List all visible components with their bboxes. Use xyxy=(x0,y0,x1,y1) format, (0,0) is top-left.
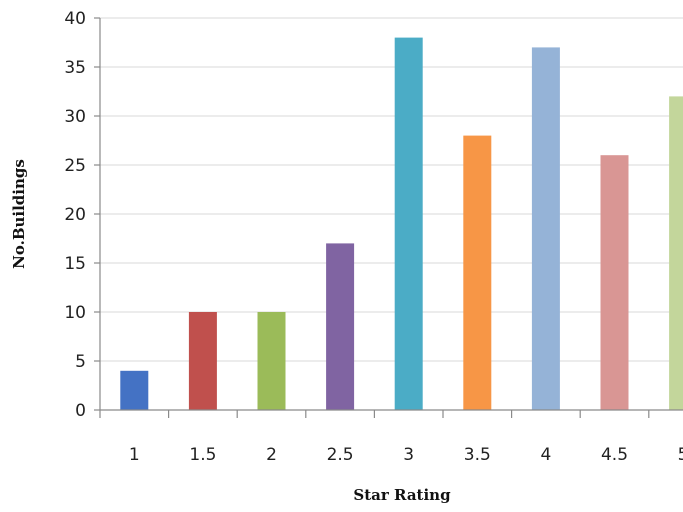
bars xyxy=(120,37,683,411)
bar-3 xyxy=(394,37,423,410)
x-tick-label: 5 xyxy=(678,445,683,465)
axes xyxy=(99,18,683,418)
x-tick-labels: 1 1.5 2 2.5 3 3.5 4 4.5 5 xyxy=(129,445,683,465)
bar-4-5 xyxy=(600,155,629,410)
x-tick-label: 4 xyxy=(540,445,551,465)
y-tick-label: 5 xyxy=(75,352,86,372)
y-tick-label: 10 xyxy=(64,303,86,323)
y-tick-label: 20 xyxy=(64,205,86,225)
bar-1 xyxy=(120,370,149,410)
x-tick-label: 2.5 xyxy=(327,445,354,465)
x-tick-label: 1 xyxy=(129,445,140,465)
x-tick-label: 3.5 xyxy=(464,445,491,465)
y-tick-label: 0 xyxy=(75,401,86,421)
bar-2 xyxy=(257,312,286,410)
bar-4 xyxy=(531,47,560,411)
x-tick-label: 1.5 xyxy=(189,445,216,465)
bar-2-5 xyxy=(326,243,355,410)
bar-5 xyxy=(669,96,683,411)
y-tick-labels: 0 5 10 15 20 25 30 35 40 xyxy=(64,9,86,421)
x-axis-title: Star Rating xyxy=(353,486,451,504)
y-tick-label: 40 xyxy=(64,9,86,29)
bar-1-5 xyxy=(188,312,217,410)
y-tick-label: 30 xyxy=(64,107,86,127)
y-axis-title: No.Buildings xyxy=(10,159,28,269)
x-tick-label: 3 xyxy=(403,445,414,465)
x-tick-label: 2 xyxy=(266,445,277,465)
y-tick-label: 15 xyxy=(64,254,86,274)
x-tick-label: 4.5 xyxy=(601,445,628,465)
bar-3-5 xyxy=(463,135,492,410)
gridlines xyxy=(94,17,683,411)
y-tick-label: 35 xyxy=(64,58,86,78)
y-tick-label: 25 xyxy=(64,156,86,176)
